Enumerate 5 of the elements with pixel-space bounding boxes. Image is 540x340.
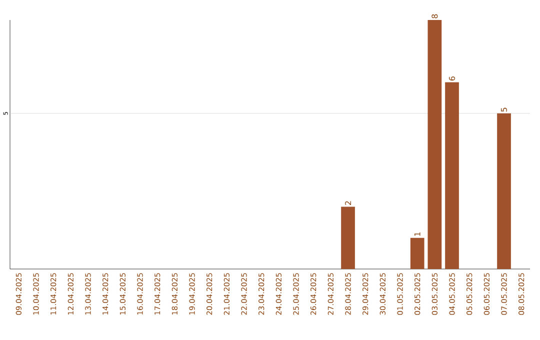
bar <box>410 238 424 269</box>
bar <box>445 82 459 269</box>
bar <box>428 20 442 269</box>
bar <box>497 113 511 269</box>
bar <box>341 206 355 269</box>
